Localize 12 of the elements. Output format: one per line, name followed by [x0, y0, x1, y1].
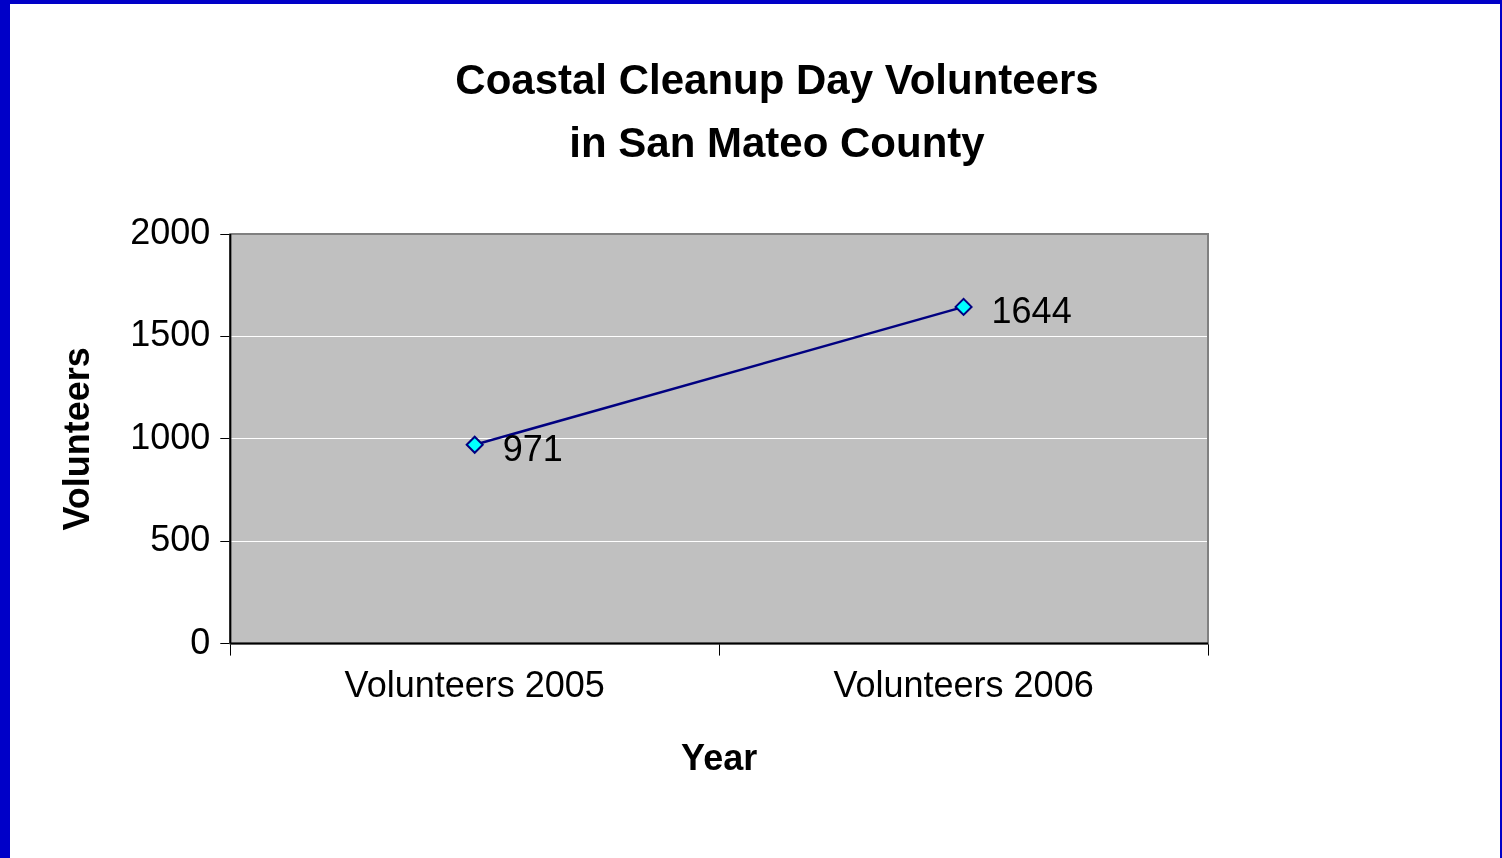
chart-title: Coastal Cleanup Day Volunteers in San Mateo County: [455, 55, 1099, 166]
y-tick-label: 2000: [130, 210, 211, 252]
y-tick-label: 1500: [130, 313, 211, 355]
y-axis-title: Volunteers: [55, 347, 97, 531]
data-label: 971: [502, 427, 563, 469]
x-tick-label: Volunteers 2005: [344, 664, 605, 706]
x-tick-label: Volunteers 2006: [833, 664, 1094, 706]
y-tick-label: 500: [150, 518, 211, 560]
y-tick-label: 1000: [130, 415, 211, 457]
data-label: 1644: [991, 289, 1072, 331]
y-tick-label: 0: [190, 620, 211, 662]
x-axis-title: Year: [681, 737, 758, 779]
